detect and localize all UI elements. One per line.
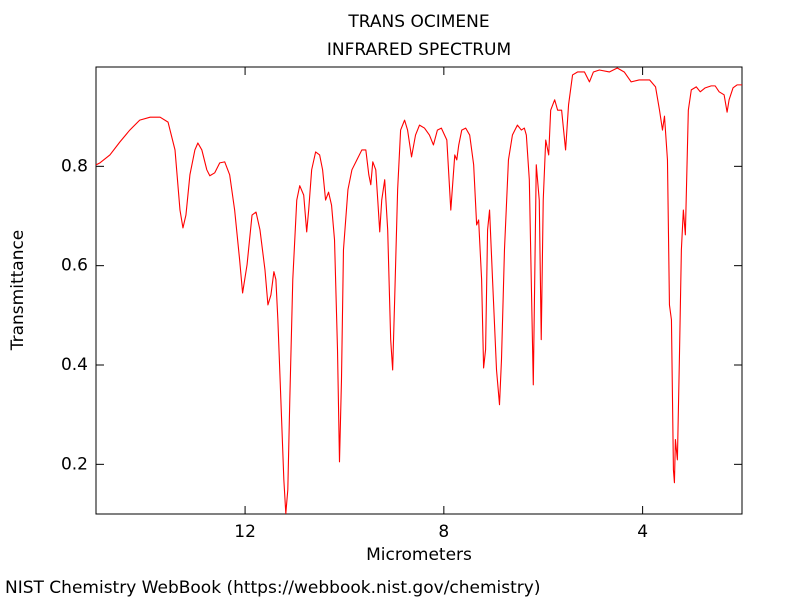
footer: NIST Chemistry WebBook (https://webbook.… [5, 578, 540, 598]
chart-subtitle: INFRARED SPECTRUM [327, 40, 511, 60]
x-tick-label: 12 [234, 522, 256, 542]
y-tick-label: 0.6 [61, 256, 88, 276]
x-axis-label: Micrometers [366, 545, 472, 565]
y-tick-label: 0.8 [61, 156, 88, 176]
plot-frame [95, 66, 743, 515]
x-tick-label: 8 [438, 522, 449, 542]
chart-title: TRANS OCIMENE [347, 12, 489, 32]
y-tick-label: 0.4 [61, 355, 88, 375]
y-axis-label: Transmittance [8, 230, 28, 352]
y-tick-label: 0.2 [61, 454, 88, 474]
x-tick-label: 4 [637, 522, 648, 542]
spectrum-line [95, 67, 742, 515]
